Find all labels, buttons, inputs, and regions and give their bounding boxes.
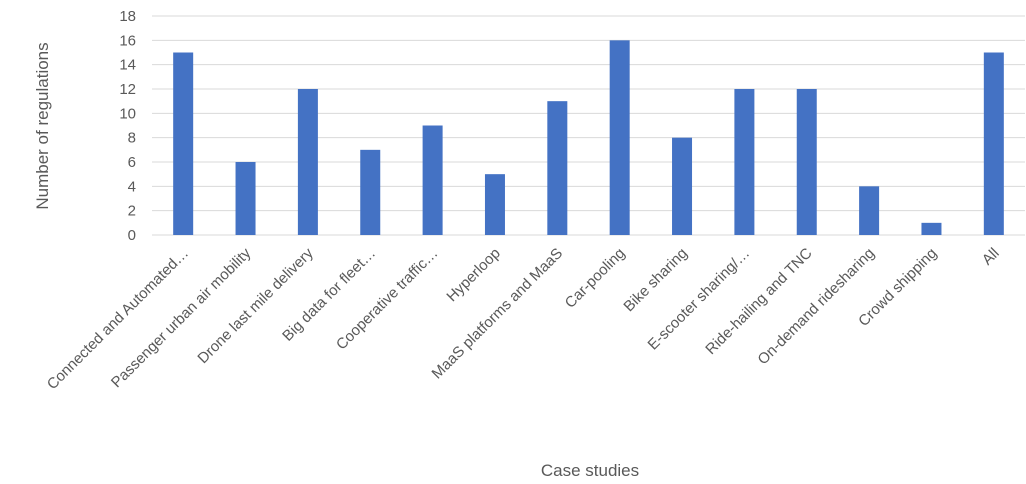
y-tick-label: 4 [128, 178, 136, 195]
y-tick-label: 16 [119, 32, 136, 49]
x-tick-labels: Connected and Automated…Passenger urban … [44, 244, 1003, 393]
x-tick-label: MaaS platforms and MaaS [429, 245, 567, 383]
y-tick-label: 8 [128, 130, 136, 147]
bar [173, 52, 194, 235]
bar [734, 89, 755, 235]
bar [921, 222, 942, 235]
gridlines [152, 15, 1025, 236]
x-tick-label: Drone last mile delivery [194, 244, 317, 367]
bar [484, 174, 505, 235]
x-tick-label: Car-pooling [562, 245, 629, 312]
bars [173, 40, 1004, 236]
x-tick-label: All [979, 245, 1003, 269]
y-tick-label: 14 [119, 57, 136, 74]
bar [422, 125, 443, 235]
y-axis-title: Number of regulations [33, 42, 52, 209]
x-tick-label: Ride-hailing and TNC [702, 245, 815, 358]
bar [983, 52, 1004, 235]
y-tick-labels: 0 2 4 6 8 10 12 14 16 18 [119, 8, 136, 244]
y-tick-label: 18 [119, 8, 136, 25]
bar [235, 162, 256, 235]
bar [796, 89, 817, 235]
x-tick-label: Cooperative traffic… [333, 245, 442, 354]
bar [297, 89, 318, 235]
bar [859, 186, 880, 235]
x-tick-label: E-scooter sharing/… [645, 245, 754, 354]
x-tick-label: Hyperloop [443, 245, 503, 305]
bar [609, 40, 630, 236]
x-axis-title: Case studies [541, 461, 639, 480]
y-tick-label: 0 [128, 227, 136, 244]
y-tick-label: 6 [128, 154, 136, 171]
bar [547, 101, 568, 236]
x-tick-label: On-demand ridesharing [754, 245, 877, 368]
y-tick-label: 10 [119, 105, 136, 122]
y-tick-label: 2 [128, 203, 136, 220]
bar [360, 149, 381, 235]
y-tick-label: 12 [119, 81, 136, 98]
bar [672, 137, 693, 235]
